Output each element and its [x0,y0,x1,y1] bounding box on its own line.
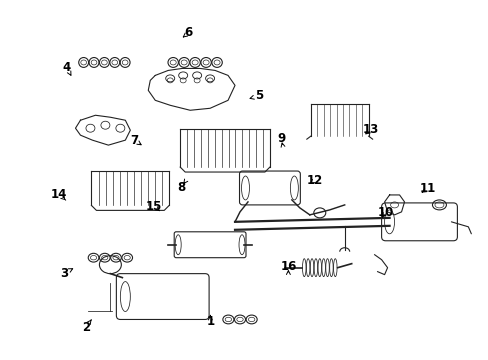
Text: 14: 14 [51,188,67,201]
Text: 9: 9 [276,132,285,145]
Text: 1: 1 [206,315,214,328]
Text: 11: 11 [418,183,435,195]
Text: 15: 15 [146,201,162,213]
Text: 10: 10 [377,206,393,219]
Text: 4: 4 [62,60,70,73]
Text: 7: 7 [130,134,139,147]
Text: 6: 6 [184,27,192,40]
Text: 2: 2 [82,320,90,333]
Text: 8: 8 [177,181,185,194]
Text: 13: 13 [363,123,379,136]
Text: 12: 12 [306,174,323,186]
Text: 16: 16 [280,260,296,273]
Text: 5: 5 [254,89,263,102]
Text: 3: 3 [60,267,68,280]
